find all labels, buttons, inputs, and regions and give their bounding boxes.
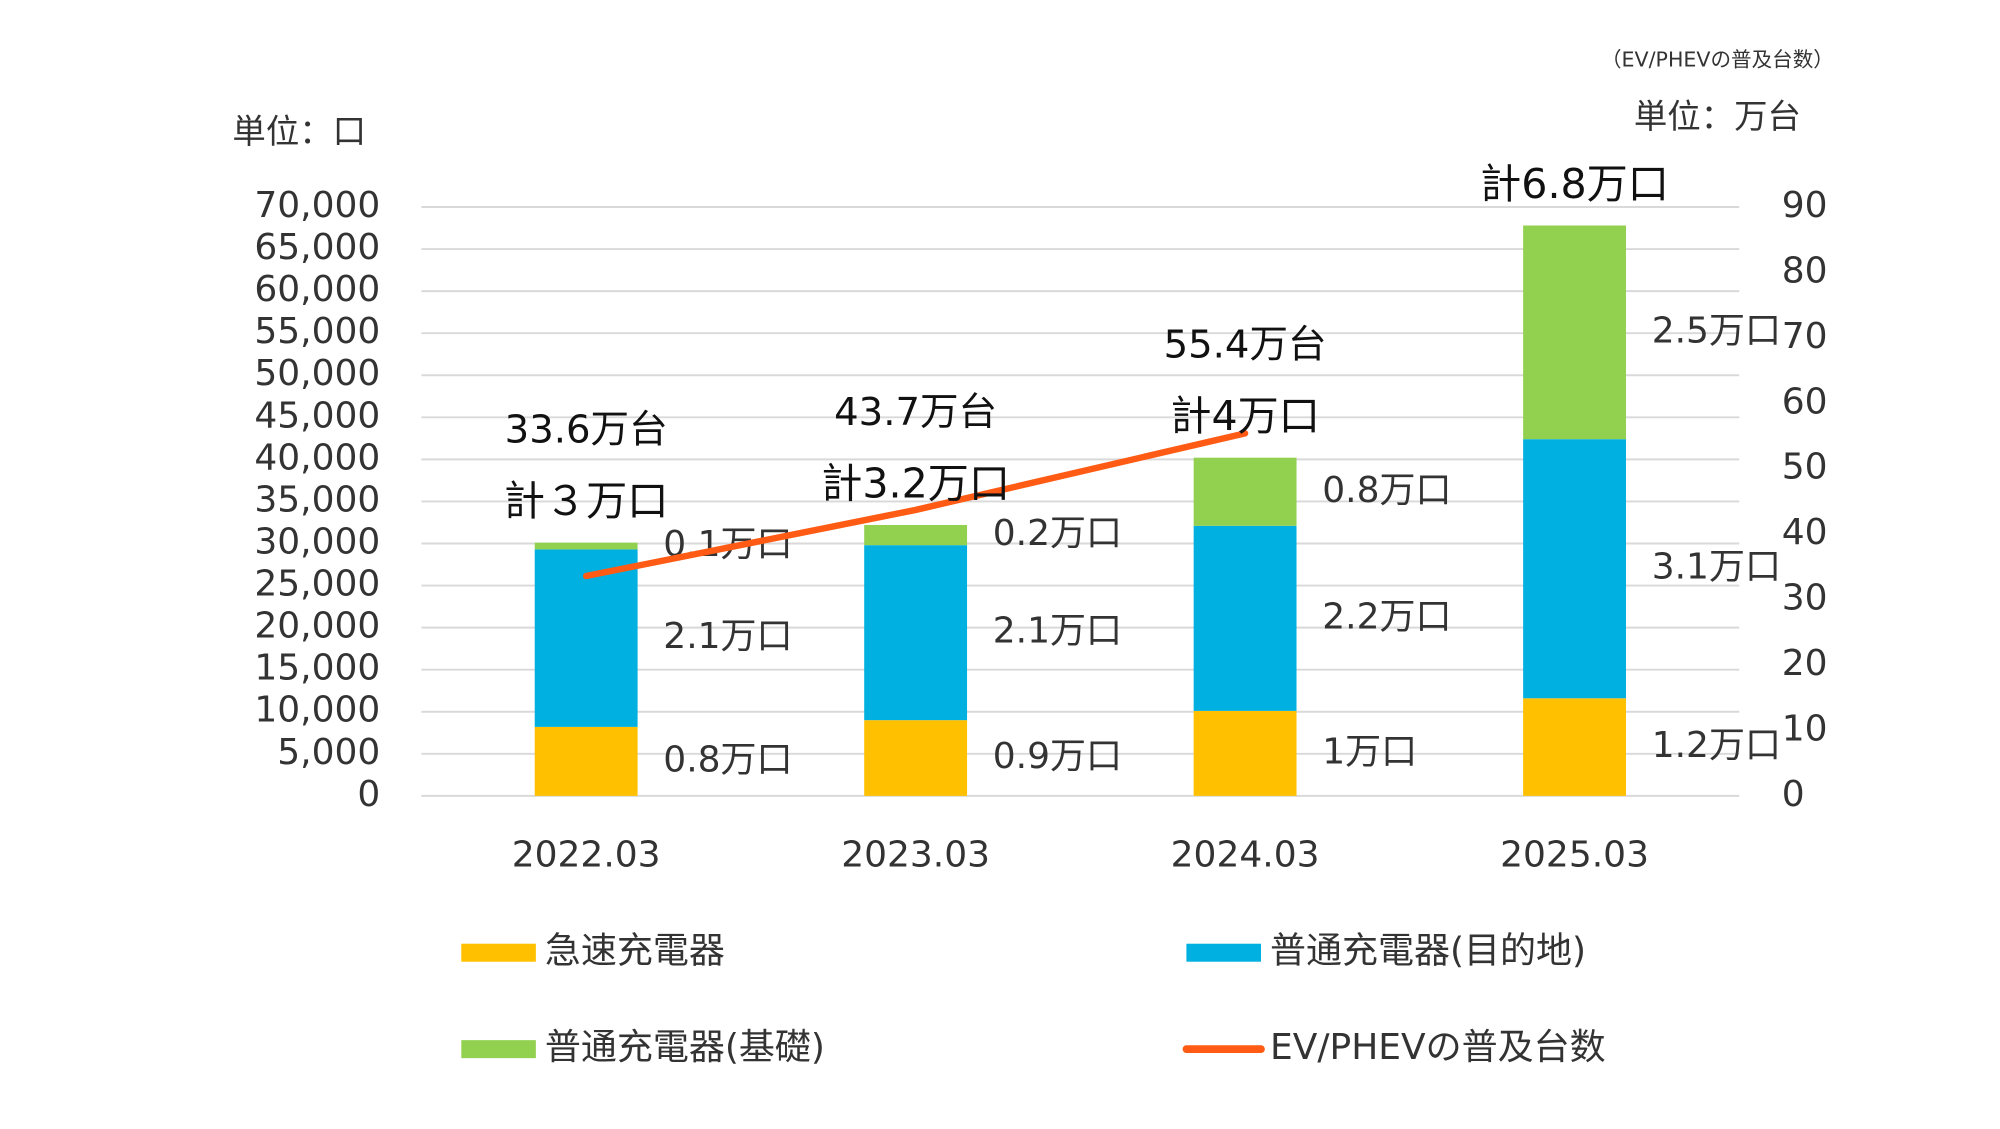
y-unit: 単位：口 <box>232 112 366 151</box>
legend-label: 普通充電器(基礎) <box>545 1027 825 1068</box>
bar-segment <box>864 545 968 721</box>
legend-label: EV/PHEVの普及台数 <box>1270 1027 1606 1068</box>
x-tick-label: 2022.03 <box>512 834 661 875</box>
line-label: 43.7万台 <box>834 390 997 435</box>
bar-segment <box>1193 525 1297 711</box>
bar-segment <box>1523 225 1626 440</box>
x-tick-label: 2024.03 <box>1171 834 1320 875</box>
segment-label: 0.8万口 <box>1322 470 1451 511</box>
segment-label: 0.8万口 <box>663 739 792 780</box>
line-label: 33.6万台 <box>505 408 668 453</box>
segment-label: 2.1万口 <box>663 616 792 657</box>
y2-tick-label: 90 <box>1782 185 1828 226</box>
segment-label: 2.5万口 <box>1652 310 1781 351</box>
segment-label: 2.1万口 <box>993 611 1122 652</box>
y2-tick-label: 10 <box>1782 708 1828 749</box>
segment-label: 3.1万口 <box>1652 547 1781 588</box>
legend-label: 普通充電器(目的地) <box>1270 931 1586 972</box>
y-tick-label: 55,000 <box>254 311 380 352</box>
legend-swatch <box>461 943 536 962</box>
y-tick-label: 5,000 <box>277 732 380 773</box>
total-label: 計３万口 <box>504 477 669 525</box>
line <box>582 430 1249 580</box>
y-tick-label: 35,000 <box>254 479 380 520</box>
y-tick-label: 70,000 <box>254 185 380 226</box>
bar-segment <box>1193 457 1297 526</box>
segment-label: 2.2万口 <box>1322 596 1451 637</box>
bar-segment <box>534 542 638 550</box>
y2-tick-label: 50 <box>1782 447 1828 488</box>
y-tick-label: 60,000 <box>254 269 380 310</box>
segment-label: 0.2万口 <box>993 513 1122 554</box>
y2-tick-label: 30 <box>1782 578 1828 619</box>
line-label: 55.4万台 <box>1164 323 1327 368</box>
y-tick-label: 65,000 <box>254 227 380 268</box>
y-tick-label: 40,000 <box>254 437 380 478</box>
y-tick-label: 0 <box>357 774 380 815</box>
legend-label: 急速充電器 <box>545 931 725 972</box>
y2-tick-label: 80 <box>1782 250 1828 291</box>
x-tick-label: 2023.03 <box>841 834 990 875</box>
legend-swatch <box>1186 943 1261 962</box>
total-label: 計4万口 <box>1170 392 1320 440</box>
x-tick-label: 2025.03 <box>1500 834 1649 875</box>
y-tick-label: 50,000 <box>254 353 380 394</box>
y2-tick-label: 60 <box>1782 381 1828 422</box>
y2-tick-label: 40 <box>1782 512 1828 553</box>
segment-label: 1万口 <box>1322 731 1417 772</box>
legend-swatch <box>461 1040 536 1059</box>
y-tick-label: 15,000 <box>254 648 380 689</box>
y2-tick-label: 70 <box>1782 316 1828 357</box>
y-tick-label: 10,000 <box>254 690 380 731</box>
y2-tick-label: 20 <box>1782 643 1828 684</box>
y-tick-label: 25,000 <box>254 564 380 605</box>
segment-label: 0.9万口 <box>993 736 1122 777</box>
segment-label: 1.2万口 <box>1652 725 1781 766</box>
bar-segment <box>864 720 968 796</box>
bar-segment <box>864 524 968 546</box>
y2-tick-label: 0 <box>1782 774 1805 815</box>
bar-segment <box>1193 710 1297 796</box>
y2-unit: 単位：万台 <box>1634 97 1801 136</box>
y2-note: （EV/PHEVの普及台数） <box>1601 47 1834 71</box>
y-tick-label: 45,000 <box>254 395 380 436</box>
y-tick-label: 30,000 <box>254 521 380 562</box>
bar-segment <box>1523 439 1626 699</box>
y-tick-label: 20,000 <box>254 606 380 647</box>
total-label: 計3.2万口 <box>821 459 1010 507</box>
bar-segment <box>534 726 638 796</box>
bar-segment <box>1523 698 1626 796</box>
total-label: 計6.8万口 <box>1480 160 1669 208</box>
